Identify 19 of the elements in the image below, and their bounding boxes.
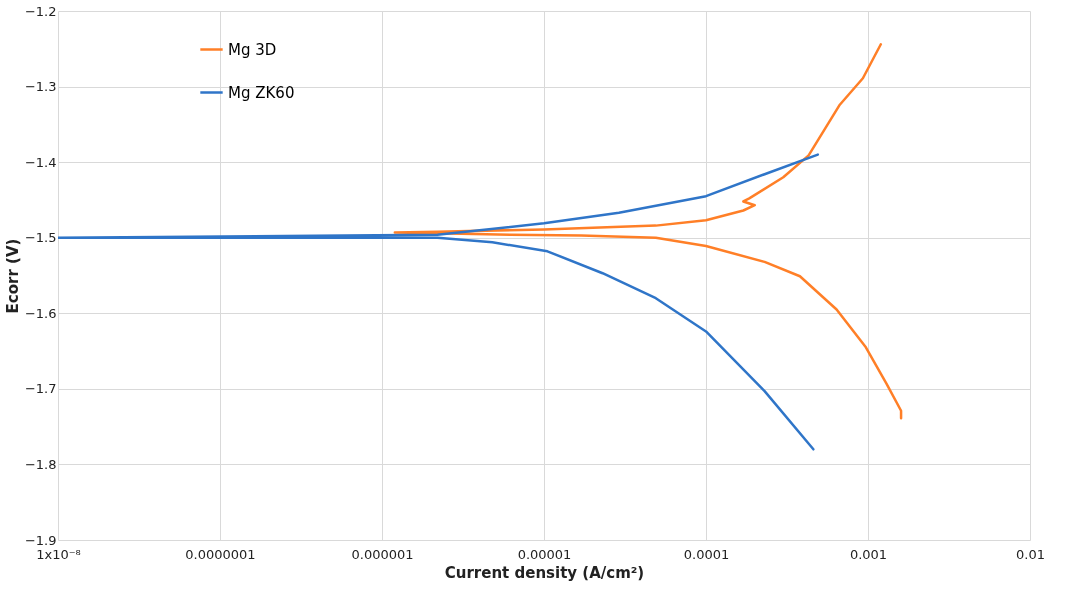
- y-tick-label: −1.5: [24, 230, 57, 246]
- y-axis-title: Ecorr (V): [3, 238, 22, 314]
- x-tick-label: 0.0001: [683, 546, 730, 562]
- y-tick-label: −1.7: [24, 381, 57, 397]
- x-tick-label: 0.0000001: [185, 546, 256, 562]
- x-tick-label: 0.00001: [517, 546, 572, 562]
- y-tick-label: −1.4: [24, 154, 57, 170]
- legend-label: Mg 3D: [228, 40, 277, 59]
- y-tick-label: −1.2: [24, 3, 57, 19]
- x-tick-label: 1x10⁻⁸: [36, 546, 81, 562]
- x-tick-label: 0.001: [849, 546, 888, 562]
- legend-label: Mg ZK60: [228, 83, 295, 102]
- x-tick-label: 0.01: [1016, 546, 1045, 562]
- y-tick-label: −1.6: [24, 305, 57, 321]
- y-tick-label: −1.3: [24, 79, 57, 95]
- y-tick-label: −1.8: [24, 456, 57, 472]
- y-tick-label: −1.9: [24, 532, 57, 548]
- x-tick-label: 0.000001: [351, 546, 414, 562]
- x-axis-title: Current density (A/cm²): [444, 563, 645, 582]
